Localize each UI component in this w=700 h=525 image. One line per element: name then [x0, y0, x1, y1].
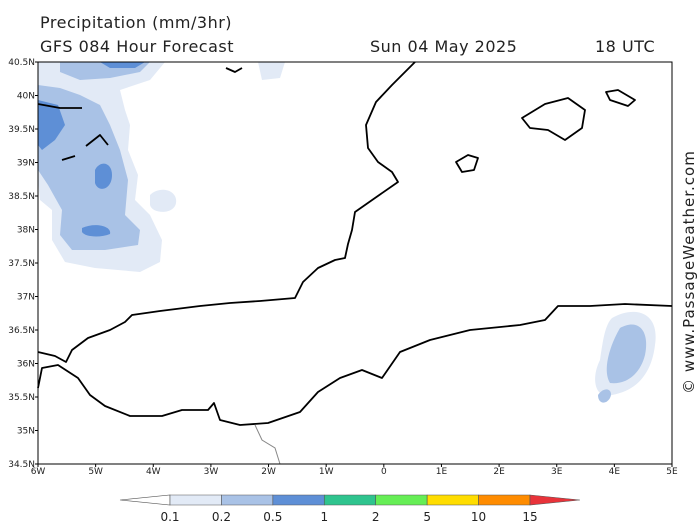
lon-label: 4E: [609, 467, 621, 477]
lon-label: 3W: [204, 467, 219, 477]
lon-label: 1E: [436, 467, 448, 477]
lon-label: 5E: [666, 467, 678, 477]
lat-label: 35.5N: [8, 393, 35, 403]
time: 18 UTC: [595, 37, 655, 56]
lat-label: 40N: [17, 92, 35, 102]
legend-swatch: [323, 494, 377, 506]
lat-label: 37N: [17, 293, 35, 303]
lat-label: 35N: [17, 427, 35, 437]
lat-label: 39N: [17, 159, 35, 169]
lat-label: 34.5N: [8, 460, 35, 470]
legend-label: 10: [471, 510, 486, 524]
legend-swatch: [375, 494, 428, 506]
legend-label: 2: [372, 510, 380, 524]
legend-swatch: [478, 494, 531, 506]
legend-swatch: [272, 494, 325, 506]
legend-label: 0.1: [160, 510, 179, 524]
legend-label: 0.2: [212, 510, 231, 524]
lat-label: 37.5N: [8, 259, 35, 269]
map: [37, 61, 673, 465]
lon-label: 1W: [319, 467, 334, 477]
legend-label: 1: [320, 510, 328, 524]
lat-label: 38N: [17, 226, 35, 236]
credit: © www.PassageWeather.com: [680, 150, 698, 394]
lon-label: 4W: [146, 467, 161, 477]
legend-swatch: [169, 494, 222, 506]
legend: 0.1 0.2 0.5 1 2 5 10 15: [119, 494, 581, 524]
lon-label: 2W: [261, 467, 276, 477]
lat-label: 36N: [17, 360, 35, 370]
date: Sun 04 May 2025: [370, 37, 517, 56]
legend-swatch: [529, 494, 581, 506]
legend-label: 15: [522, 510, 537, 524]
legend-label: 5: [423, 510, 431, 524]
lon-label: 6W: [31, 467, 46, 477]
lon-label: 5W: [88, 467, 103, 477]
lon-label: 3E: [551, 467, 563, 477]
title: Precipitation (mm/3hr): [40, 13, 232, 32]
subtitle: GFS 084 Hour Forecast: [40, 37, 234, 56]
lon-label: 0: [381, 467, 387, 477]
legend-swatch: [119, 494, 171, 506]
coastlines: [37, 61, 673, 465]
legend-swatch: [426, 494, 479, 506]
axes: 40.5N 40N 39.5N 39N 38.5N 38N 37.5N 37N 36.5N 36N…: [8, 58, 678, 477]
legend-swatch: [221, 494, 274, 506]
lat-label: 39.5N: [8, 125, 35, 135]
lon-label: 2E: [493, 467, 505, 477]
legend-label: 0.5: [263, 510, 282, 524]
lat-label: 40.5N: [8, 58, 35, 68]
precipitation: [38, 62, 656, 403]
lat-label: 36.5N: [8, 326, 35, 336]
lat-label: 38.5N: [8, 192, 35, 202]
